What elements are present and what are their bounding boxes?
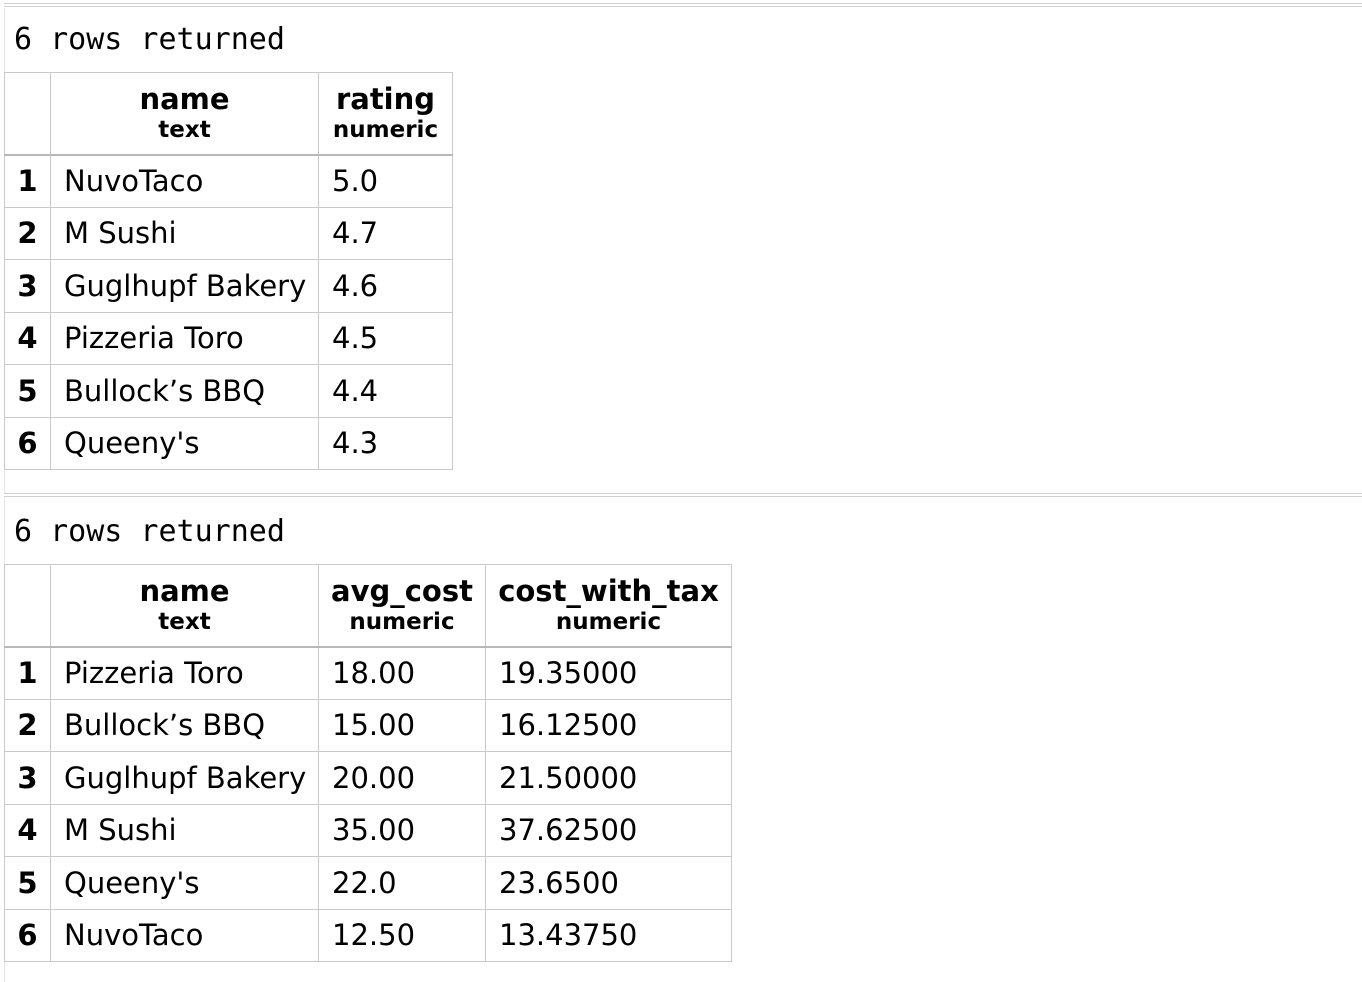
result-table-2: name text avg_cost numeric cost_with_tax… bbox=[4, 564, 732, 962]
table-row[interactable]: 1 NuvoTaco 5.0 bbox=[4, 154, 453, 208]
result-set-2: 6 rows returned name text avg_cost numer… bbox=[4, 512, 732, 962]
cell-rating[interactable]: 4.4 bbox=[318, 364, 453, 418]
cell-cost-with-tax[interactable]: 37.62500 bbox=[485, 803, 732, 857]
cell-name[interactable]: Bullock’s BBQ bbox=[50, 698, 319, 752]
table-row[interactable]: 6 NuvoTaco 12.50 13.43750 bbox=[4, 908, 732, 962]
cell-rating[interactable]: 4.3 bbox=[318, 416, 453, 470]
column-name: cost_with_tax bbox=[498, 574, 719, 609]
row-number: 5 bbox=[4, 364, 51, 418]
row-number: 6 bbox=[4, 416, 51, 470]
cell-cost-with-tax[interactable]: 16.12500 bbox=[485, 698, 732, 752]
row-number-header bbox=[4, 564, 51, 648]
cell-name[interactable]: Guglhupf Bakery bbox=[50, 259, 319, 313]
table-row[interactable]: 2 M Sushi 4.7 bbox=[4, 206, 453, 260]
column-name: name bbox=[139, 82, 230, 117]
cell-rating[interactable]: 5.0 bbox=[318, 154, 453, 208]
cell-name[interactable]: Queeny's bbox=[50, 856, 319, 910]
cell-rating[interactable]: 4.7 bbox=[318, 206, 453, 260]
header-row: name text avg_cost numeric cost_with_tax… bbox=[4, 564, 732, 648]
cell-rating[interactable]: 4.6 bbox=[318, 259, 453, 313]
cell-avg-cost[interactable]: 22.0 bbox=[318, 856, 486, 910]
table-row[interactable]: 5 Queeny's 22.0 23.6500 bbox=[4, 856, 732, 910]
table-row[interactable]: 5 Bullock’s BBQ 4.4 bbox=[4, 364, 453, 418]
row-number: 3 bbox=[4, 751, 51, 805]
table-row[interactable]: 1 Pizzeria Toro 18.00 19.35000 bbox=[4, 646, 732, 700]
row-number: 3 bbox=[4, 259, 51, 313]
cell-avg-cost[interactable]: 20.00 bbox=[318, 751, 486, 805]
table-row[interactable]: 3 Guglhupf Bakery 4.6 bbox=[4, 259, 453, 313]
column-header-name[interactable]: name text bbox=[50, 564, 319, 648]
column-type: numeric bbox=[332, 117, 439, 144]
cell-avg-cost[interactable]: 35.00 bbox=[318, 803, 486, 857]
cell-cost-with-tax[interactable]: 19.35000 bbox=[485, 646, 732, 700]
column-type: numeric bbox=[555, 609, 662, 636]
cell-cost-with-tax[interactable]: 23.6500 bbox=[485, 856, 732, 910]
cell-avg-cost[interactable]: 15.00 bbox=[318, 698, 486, 752]
cell-name[interactable]: M Sushi bbox=[50, 803, 319, 857]
row-number-header bbox=[4, 72, 51, 156]
column-name: rating bbox=[335, 82, 436, 117]
header-row: name text rating numeric bbox=[4, 72, 453, 156]
result-table-1: name text rating numeric 1 NuvoTaco 5.0 … bbox=[4, 72, 453, 470]
cell-cost-with-tax[interactable]: 21.50000 bbox=[485, 751, 732, 805]
table-row[interactable]: 4 Pizzeria Toro 4.5 bbox=[4, 311, 453, 365]
column-name: name bbox=[139, 574, 230, 609]
row-number: 5 bbox=[4, 856, 51, 910]
column-type: numeric bbox=[349, 609, 455, 636]
cell-name[interactable]: Pizzeria Toro bbox=[50, 646, 319, 700]
rows-returned-caption: 6 rows returned bbox=[14, 514, 285, 549]
column-header-cost-with-tax[interactable]: cost_with_tax numeric bbox=[485, 564, 732, 648]
column-type: text bbox=[158, 609, 211, 636]
cell-rating[interactable]: 4.5 bbox=[318, 311, 453, 365]
column-name: avg_cost bbox=[331, 574, 473, 609]
row-number: 4 bbox=[4, 803, 51, 857]
cell-cost-with-tax[interactable]: 13.43750 bbox=[485, 908, 732, 962]
table-row[interactable]: 3 Guglhupf Bakery 20.00 21.50000 bbox=[4, 751, 732, 805]
cell-name[interactable]: Pizzeria Toro bbox=[50, 311, 319, 365]
cell-avg-cost[interactable]: 18.00 bbox=[318, 646, 486, 700]
result-separator bbox=[4, 493, 1362, 497]
rows-returned-caption: 6 rows returned bbox=[14, 22, 285, 57]
cell-name[interactable]: Guglhupf Bakery bbox=[50, 751, 319, 805]
cell-name[interactable]: NuvoTaco bbox=[50, 154, 319, 208]
result-set-1: 6 rows returned name text rating numeric bbox=[4, 20, 453, 470]
column-type: text bbox=[158, 117, 211, 144]
cell-name[interactable]: NuvoTaco bbox=[50, 908, 319, 962]
table-row[interactable]: 6 Queeny's 4.3 bbox=[4, 416, 453, 470]
cell-name[interactable]: Queeny's bbox=[50, 416, 319, 470]
column-header-rating[interactable]: rating numeric bbox=[318, 72, 453, 156]
cell-name[interactable]: M Sushi bbox=[50, 206, 319, 260]
cell-avg-cost[interactable]: 12.50 bbox=[318, 908, 486, 962]
column-header-avg-cost[interactable]: avg_cost numeric bbox=[318, 564, 486, 648]
row-number: 1 bbox=[4, 646, 51, 700]
cell-name[interactable]: Bullock’s BBQ bbox=[50, 364, 319, 418]
row-number: 2 bbox=[4, 206, 51, 260]
table-row[interactable]: 4 M Sushi 35.00 37.62500 bbox=[4, 803, 732, 857]
row-number: 6 bbox=[4, 908, 51, 962]
row-number: 4 bbox=[4, 311, 51, 365]
result-separator bbox=[4, 3, 1362, 7]
row-number: 2 bbox=[4, 698, 51, 752]
column-header-name[interactable]: name text bbox=[50, 72, 319, 156]
row-number: 1 bbox=[4, 154, 51, 208]
table-row[interactable]: 2 Bullock’s BBQ 15.00 16.12500 bbox=[4, 698, 732, 752]
